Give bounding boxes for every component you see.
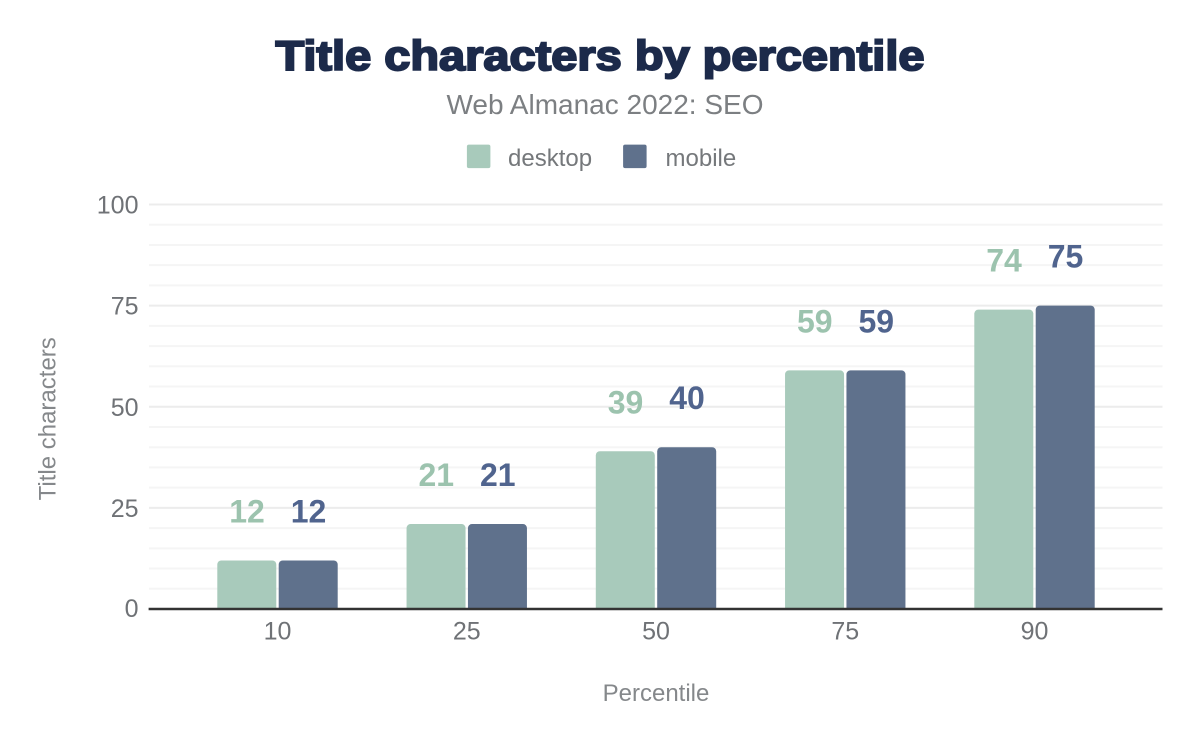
svg-text:75: 75 (1048, 239, 1084, 275)
svg-text:59: 59 (858, 303, 894, 339)
svg-text:12: 12 (229, 493, 265, 529)
svg-text:25: 25 (453, 617, 481, 645)
svg-text:75: 75 (111, 293, 139, 321)
svg-text:74: 74 (986, 243, 1022, 279)
svg-text:50: 50 (642, 617, 670, 645)
svg-text:39: 39 (608, 384, 644, 420)
svg-text:Title characters by percentile: Title characters by percentile (276, 32, 925, 79)
svg-text:100: 100 (97, 192, 139, 220)
svg-text:Percentile: Percentile (603, 680, 710, 707)
svg-text:25: 25 (111, 495, 139, 523)
svg-text:59: 59 (797, 303, 833, 339)
svg-text:21: 21 (418, 457, 454, 493)
svg-text:40: 40 (669, 380, 705, 416)
svg-text:21: 21 (480, 457, 516, 493)
svg-text:Web Almanac 2022: SEO: Web Almanac 2022: SEO (447, 89, 764, 120)
svg-text:0: 0 (125, 595, 139, 623)
svg-text:50: 50 (111, 394, 139, 422)
svg-text:75: 75 (831, 617, 859, 645)
svg-text:10: 10 (264, 617, 292, 645)
svg-text:Title characters: Title characters (35, 337, 62, 500)
svg-text:12: 12 (291, 493, 327, 529)
svg-text:mobile: mobile (666, 145, 737, 172)
svg-text:90: 90 (1021, 617, 1049, 645)
svg-text:desktop: desktop (508, 145, 592, 172)
